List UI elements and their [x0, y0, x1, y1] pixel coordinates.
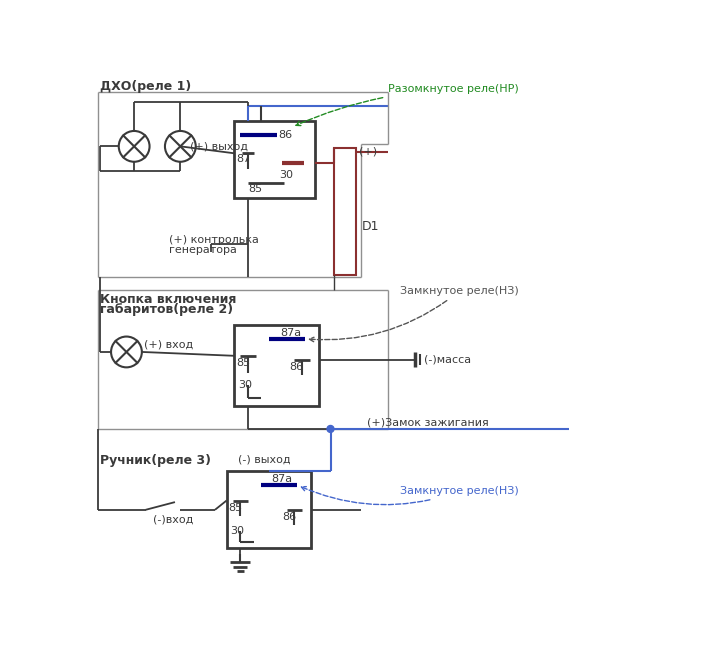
Bar — [227, 472, 311, 548]
Text: (+) вход: (+) вход — [144, 339, 194, 349]
Text: Кнопка включения: Кнопка включения — [99, 293, 236, 306]
Text: 30: 30 — [238, 380, 252, 390]
Text: D1: D1 — [362, 220, 379, 233]
Text: (-)вход: (-)вход — [153, 514, 194, 524]
Text: (+): (+) — [359, 147, 377, 157]
Text: габаритов(реле 2): габаритов(реле 2) — [99, 303, 233, 316]
Text: 30: 30 — [279, 170, 293, 180]
Text: (+) контролька: (+) контролька — [168, 235, 258, 246]
Text: 85: 85 — [228, 503, 242, 514]
Text: (+)Замок зажигания: (+)Замок зажигания — [367, 418, 489, 428]
Text: (+) выход: (+) выход — [190, 141, 248, 151]
Bar — [234, 121, 315, 198]
Text: генератора: генератора — [168, 244, 237, 255]
Bar — [234, 325, 319, 406]
Text: 86: 86 — [278, 130, 292, 140]
Text: Разомкнутое реле(НР): Разомкнутое реле(НР) — [296, 84, 519, 126]
Text: Замкнутое реле(НЗ): Замкнутое реле(НЗ) — [310, 286, 518, 342]
Text: Ручник(реле 3): Ручник(реле 3) — [99, 455, 210, 468]
Text: 86: 86 — [282, 512, 296, 523]
Text: (-)масса: (-)масса — [425, 354, 472, 365]
Text: 87a: 87a — [271, 474, 292, 484]
Circle shape — [327, 426, 334, 432]
Text: ДХО(реле 1): ДХО(реле 1) — [99, 80, 191, 93]
Text: 87: 87 — [235, 155, 250, 164]
Text: 85: 85 — [235, 358, 250, 369]
Text: Замкнутое реле(НЗ): Замкнутое реле(НЗ) — [302, 487, 518, 505]
Text: (-) выход: (-) выход — [238, 455, 291, 465]
Text: 30: 30 — [230, 527, 244, 536]
Text: 85: 85 — [248, 183, 262, 194]
Text: 87a: 87a — [281, 328, 302, 338]
Text: 86: 86 — [289, 362, 304, 372]
Bar — [334, 148, 356, 275]
